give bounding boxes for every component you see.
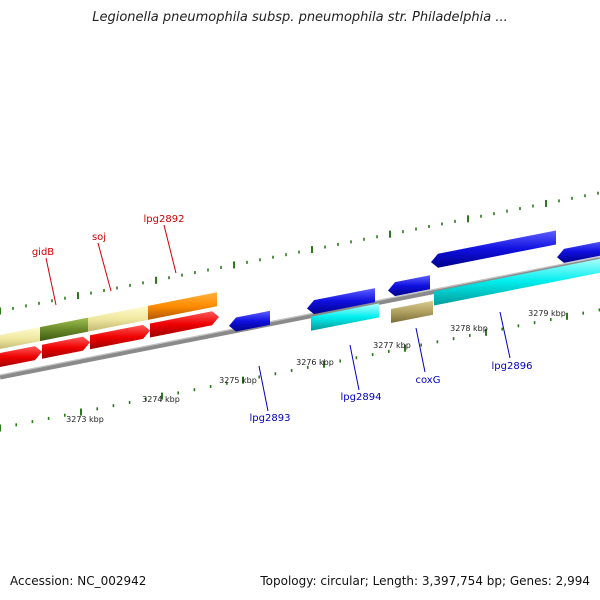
kbp-label: 3274 kbp [142, 395, 180, 404]
gene-label-soj: soj [92, 232, 106, 243]
gene-bar-lpg2892 [148, 292, 217, 320]
gene-arrow-coxg [388, 275, 430, 297]
gene-leader-line [499, 311, 511, 359]
gene-label-lpg2892: lpg2892 [144, 214, 185, 225]
backbone-line [0, 256, 600, 380]
gene-label-lpg2896: lpg2896 [492, 361, 533, 372]
map-title: Legionella pneumophila subsp. pneumophil… [92, 10, 508, 25]
kbp-label: 3278 kbp [450, 324, 488, 333]
gene-arrow-forward [90, 324, 150, 350]
gene-arrow-lpg2896 [431, 230, 556, 268]
gene-leader-line [45, 257, 57, 306]
gene-layer [0, 230, 600, 367]
gene-label-lpg2894: lpg2894 [341, 392, 382, 403]
label-layer: gidB soj lpg2892 lpg2893 lpg2894 coxG lpg2896 3… [32, 214, 566, 424]
gene-bar-lpg2896 [434, 258, 600, 306]
gene-bar-gidb [40, 317, 88, 342]
kbp-label: 3275 kbp [219, 376, 257, 385]
gene-arrow-lpg2894 [307, 288, 375, 315]
genome-summary: Topology: circular; Length: 3,397,754 bp… [260, 574, 590, 588]
gene-arrow-reverse [557, 241, 600, 263]
gene-leader-line [349, 344, 360, 391]
kbp-label: 3277 kbp [373, 341, 411, 350]
kbp-label: 3276 kbp [296, 358, 334, 367]
gene-label-gidb: gidB [32, 247, 54, 258]
gene-bar-soj [88, 305, 148, 332]
gene-leader-line [258, 365, 269, 412]
gene-bar-coxg [391, 300, 433, 323]
gene-bar-lpg2894 [311, 303, 379, 331]
gene-leader-line [415, 327, 426, 373]
gene-arrow-lpg2893 [229, 310, 270, 332]
accession-label: Accession: NC_002942 [10, 574, 147, 588]
backbone-layer [0, 256, 600, 380]
gene-leader-line [97, 242, 112, 292]
kbp-label: 3279 kbp [528, 309, 566, 318]
backbone-highlight [0, 256, 600, 376]
gene-arrow-forward [150, 311, 219, 338]
gene-leader-line [163, 224, 177, 274]
tick-layer [0, 191, 600, 432]
gene-bar-cream [0, 327, 40, 349]
gene-label-lpg2893: lpg2893 [250, 413, 291, 424]
gene-arrow-forward [0, 346, 42, 367]
gene-label-coxg: coxG [416, 375, 441, 386]
kbp-label: 3273 kbp [66, 415, 104, 424]
gene-arrow-forward [42, 336, 90, 359]
